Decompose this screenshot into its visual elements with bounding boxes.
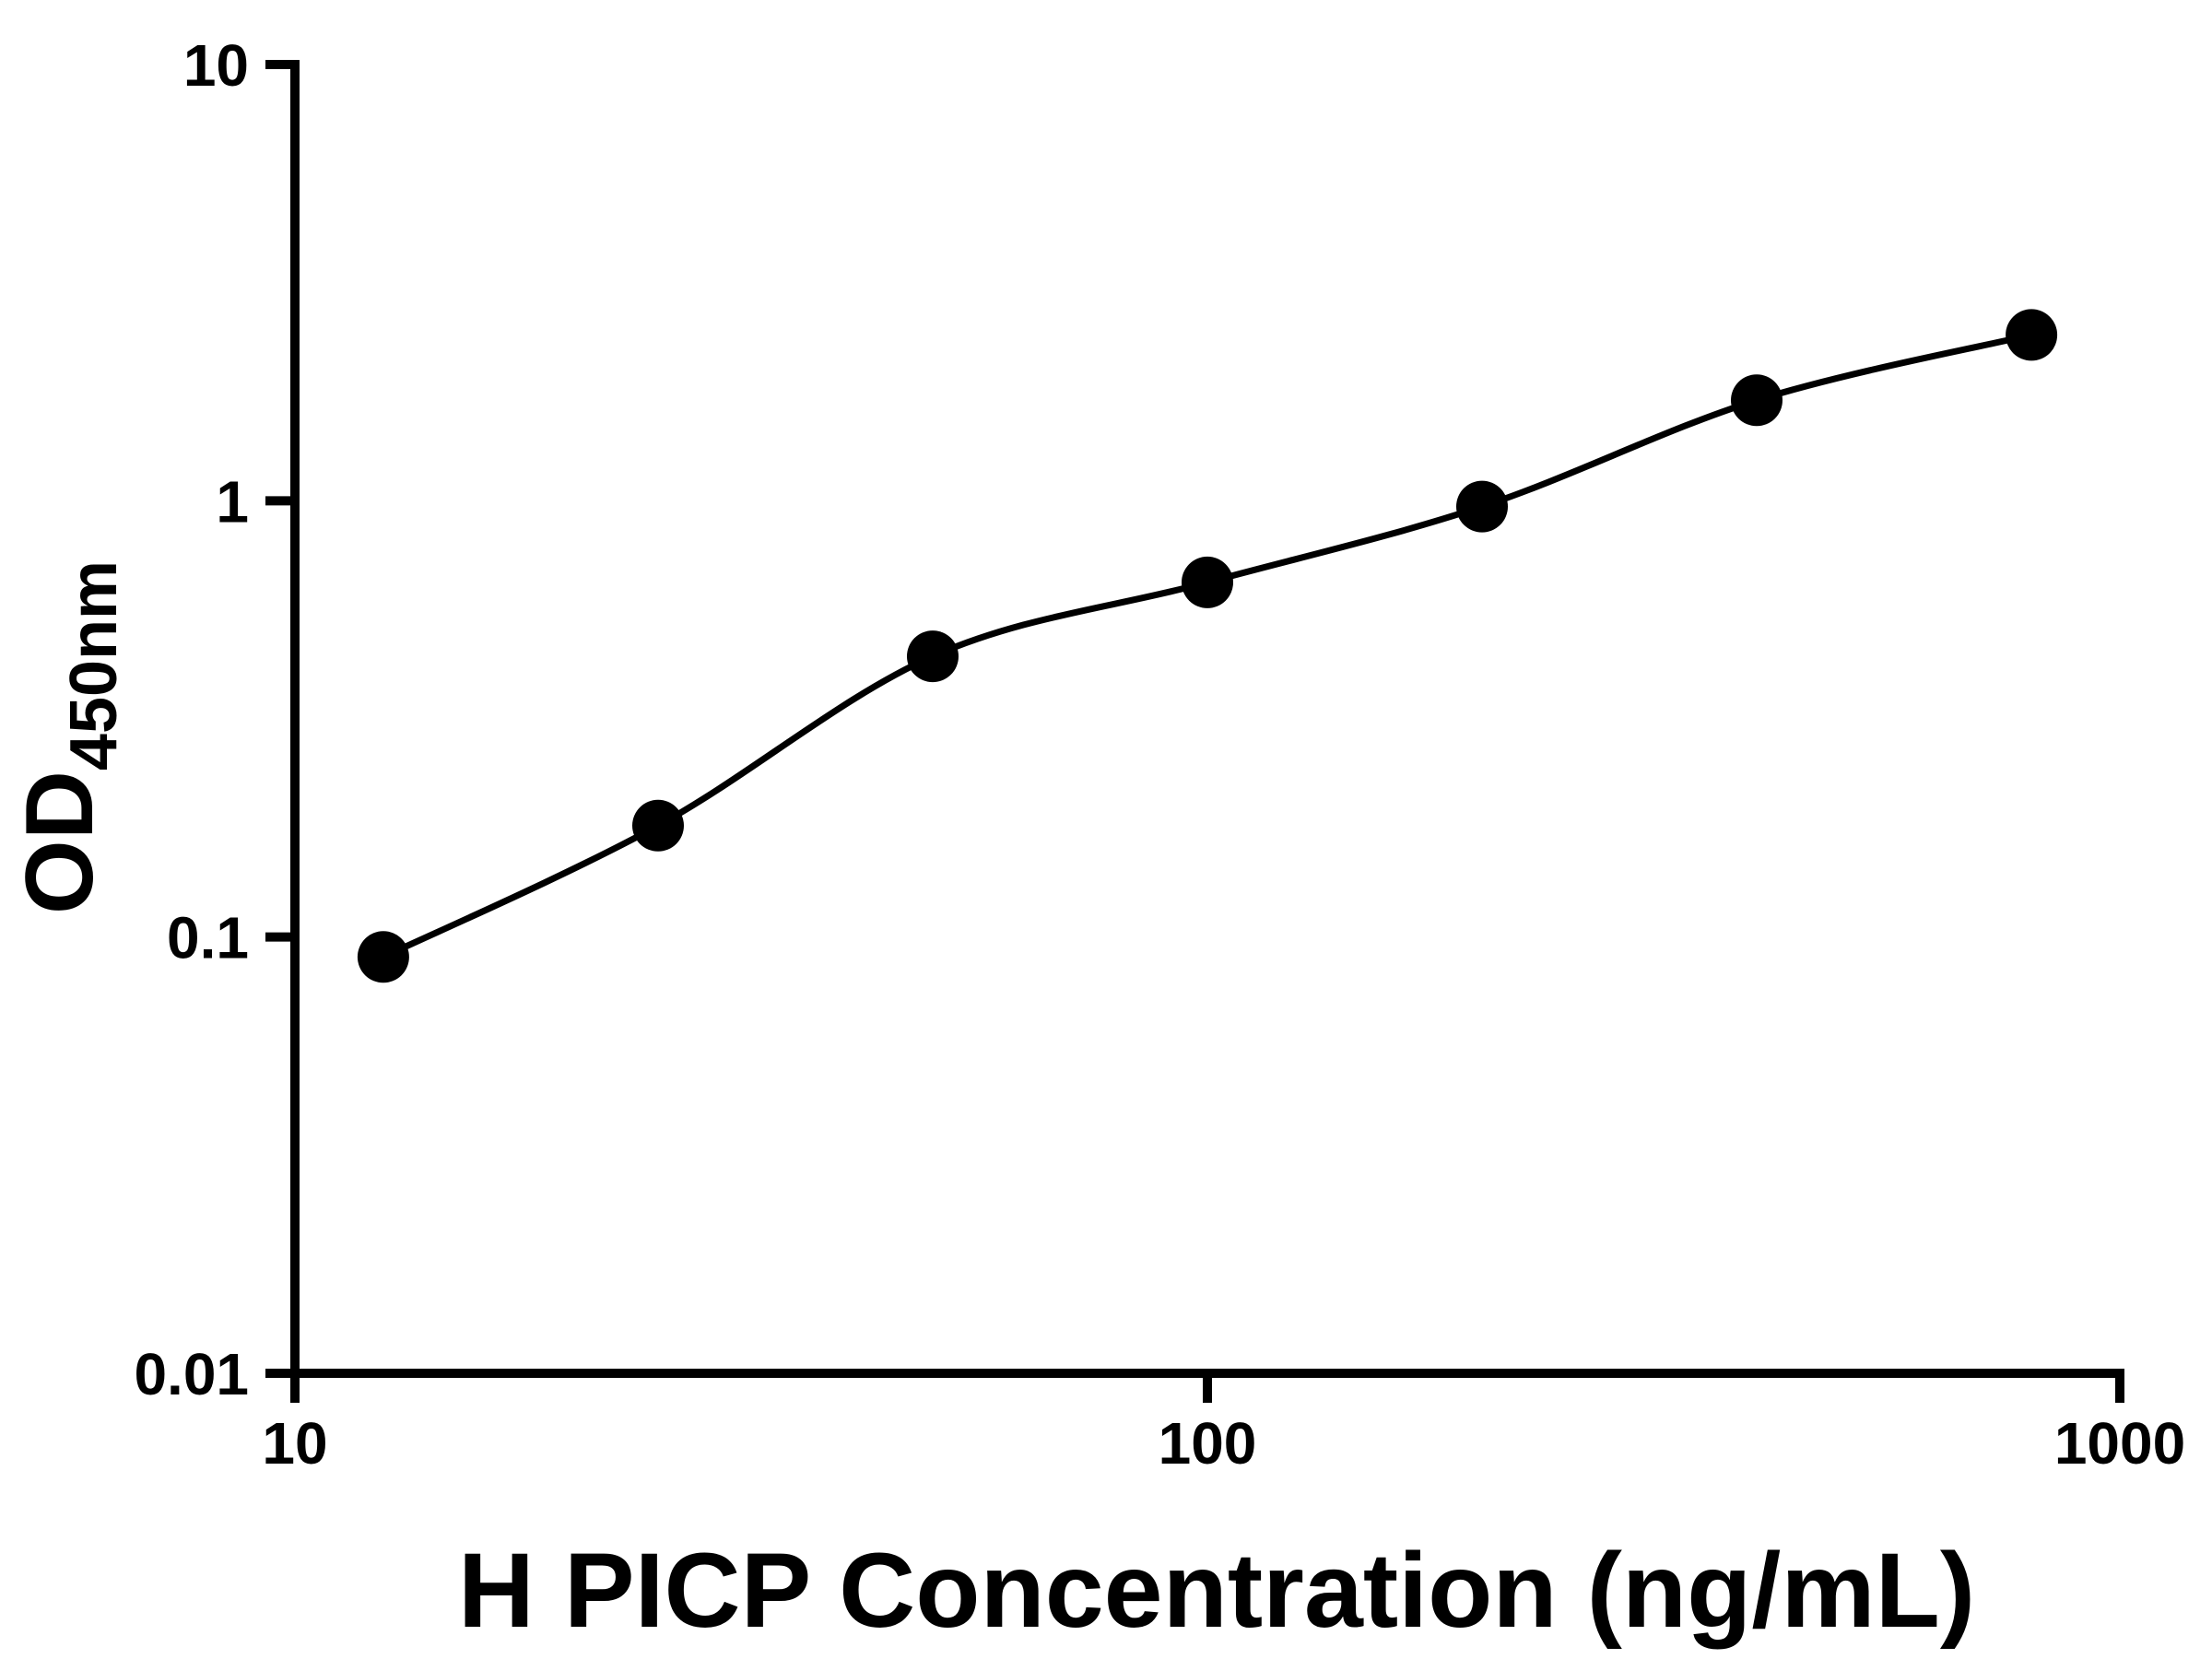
data-point (2006, 309, 2058, 361)
y-tick-label: 1 (216, 468, 249, 535)
y-tick-label: 0.01 (134, 1341, 249, 1407)
y-axis-title-main: OD (6, 771, 113, 914)
y-axis-title-sub: 450nm (57, 560, 131, 771)
data-point (1731, 374, 1783, 427)
data-point (1456, 480, 1508, 533)
fit-curve (382, 331, 2032, 960)
x-tick-label: 10 (262, 1410, 327, 1477)
x-axis-title: H PICP Concentration (ng/mL) (458, 1532, 1975, 1650)
x-tick-label: 100 (1159, 1410, 1257, 1477)
data-point (907, 630, 959, 683)
y-tick-label: 0.1 (167, 905, 249, 971)
y-axis-title: OD450nm (6, 560, 131, 914)
data-point (357, 931, 409, 983)
plot-area: 10 100 1000 0.01 0.1 1 10 (134, 32, 2185, 1477)
data-point (1182, 556, 1233, 608)
data-point (632, 799, 684, 852)
x-tick-label: 1000 (2054, 1410, 2185, 1477)
y-tick-label: 10 (183, 32, 249, 99)
